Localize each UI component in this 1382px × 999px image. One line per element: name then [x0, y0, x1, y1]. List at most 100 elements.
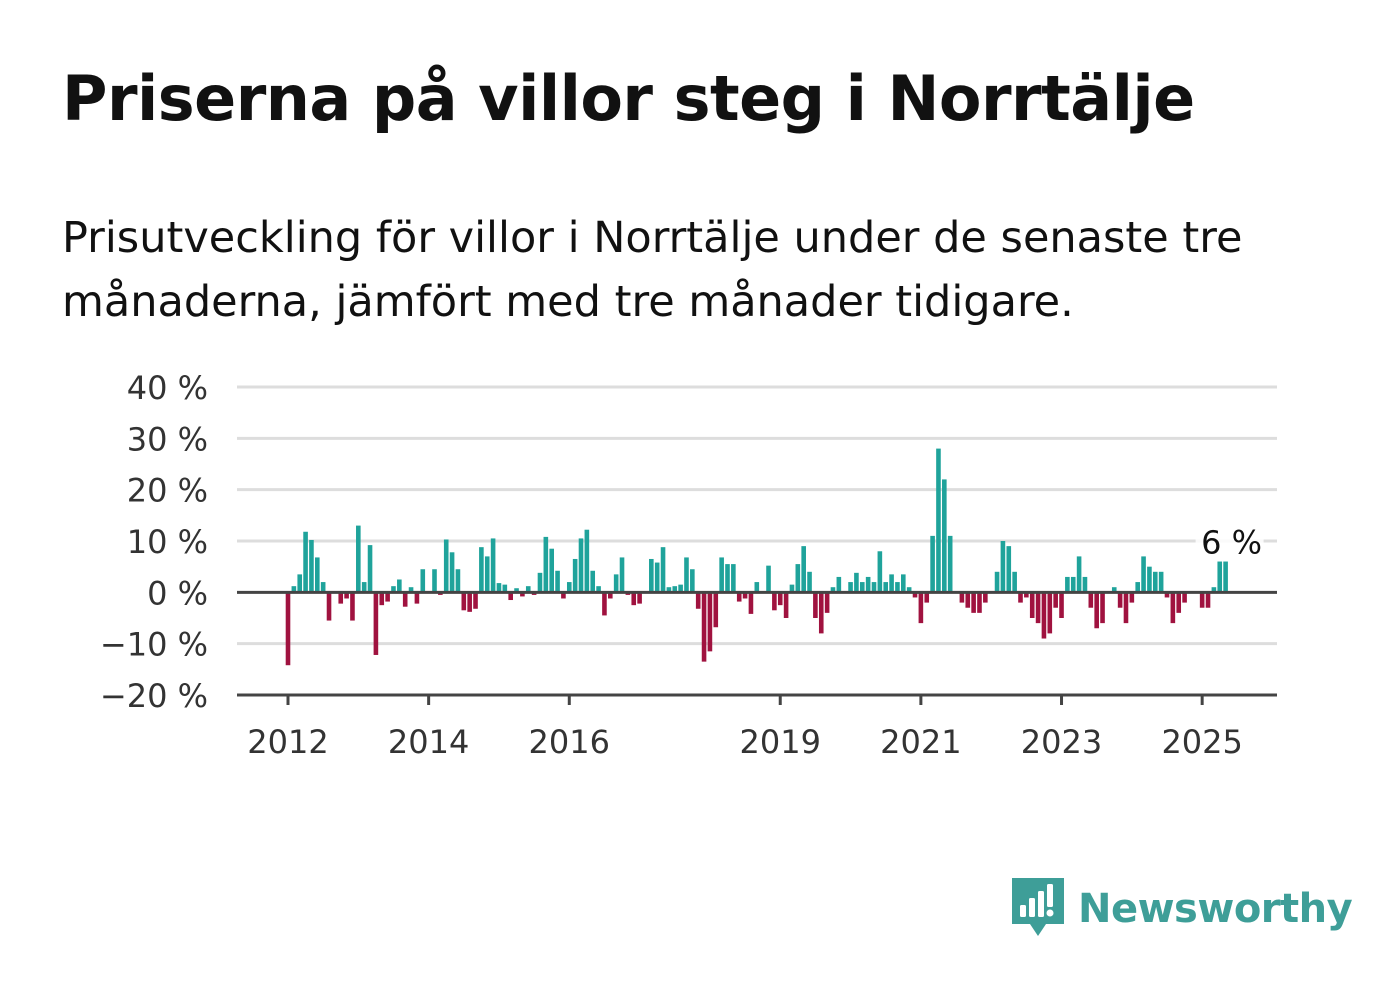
bar — [572, 558, 578, 593]
gridlines — [237, 385, 1277, 646]
bar — [455, 569, 461, 593]
x-tick-label: 2023 — [1021, 723, 1102, 761]
bar — [1047, 592, 1053, 634]
bar — [883, 582, 889, 593]
bar — [731, 564, 736, 593]
bar — [795, 564, 801, 593]
value-label-bg — [1195, 519, 1264, 560]
bar — [994, 571, 1000, 593]
bar — [736, 592, 742, 602]
bar — [1035, 592, 1041, 624]
bar — [824, 592, 830, 613]
bar — [520, 592, 525, 597]
bar — [543, 536, 549, 593]
bar — [777, 592, 783, 606]
bar — [461, 592, 467, 611]
bar — [889, 574, 894, 593]
bar — [356, 525, 361, 593]
bar — [748, 592, 754, 614]
bar — [1012, 571, 1017, 593]
bar — [408, 587, 414, 593]
bar — [1076, 556, 1082, 593]
bar — [420, 569, 426, 593]
x-tick-label: 2025 — [1161, 723, 1242, 761]
bar — [1205, 592, 1211, 608]
chart-subtitle: Prisutveckling för villor i Norrtälje un… — [62, 213, 1243, 327]
bar — [877, 551, 883, 593]
bar — [297, 574, 303, 593]
y-tick-label: 0 % — [147, 574, 208, 612]
bar — [1147, 566, 1152, 593]
bar — [508, 592, 513, 601]
bar — [525, 586, 531, 593]
bar — [1141, 556, 1146, 593]
bar — [983, 592, 988, 603]
bar — [473, 592, 478, 609]
newsworthy-logo: Newsworthy — [1012, 878, 1353, 940]
bar — [801, 546, 806, 593]
bar — [959, 592, 965, 603]
bar — [772, 592, 777, 611]
bar — [320, 582, 326, 593]
bar — [1217, 561, 1223, 593]
bar — [496, 583, 502, 593]
bar-chart: −20 % −10 % 0 % 10 % 20 % 30 % 40 % 2012 2014 201… — [100, 369, 1277, 761]
brand-name: Newsworthy — [1078, 886, 1353, 932]
bar — [1018, 592, 1023, 603]
bar — [414, 592, 420, 604]
bar — [467, 592, 472, 612]
bar — [965, 592, 971, 608]
bar — [848, 582, 853, 593]
bar — [502, 584, 508, 593]
bar — [707, 592, 713, 652]
bar — [906, 587, 912, 593]
bar — [608, 592, 613, 599]
bar — [361, 582, 367, 593]
bar — [1111, 587, 1117, 593]
bar — [561, 592, 566, 599]
bar — [695, 592, 701, 609]
y-tick-label: −10 % — [100, 626, 208, 664]
bar — [783, 592, 789, 618]
bar — [443, 539, 449, 593]
bar — [666, 587, 672, 593]
bar — [754, 582, 760, 593]
bar — [555, 570, 560, 593]
bar — [1164, 592, 1170, 598]
bar — [1024, 592, 1029, 598]
bar — [1135, 582, 1140, 593]
bar — [1182, 592, 1187, 603]
bar — [678, 584, 683, 593]
bar — [818, 592, 824, 634]
bar — [1094, 592, 1099, 629]
bar — [1223, 561, 1228, 593]
bar — [713, 592, 719, 628]
bar — [309, 539, 314, 593]
bar — [1053, 592, 1058, 608]
bar — [350, 592, 355, 621]
bar — [766, 565, 771, 593]
bar — [367, 545, 373, 593]
x-tick-label: 2012 — [247, 723, 328, 761]
x-tick-label: 2019 — [740, 723, 821, 761]
bar — [807, 571, 812, 593]
bar — [1041, 592, 1047, 639]
x-tick-label: 2016 — [529, 723, 610, 761]
bar — [596, 586, 601, 593]
y-tick-label: 10 % — [127, 523, 208, 561]
bar — [854, 572, 859, 593]
bar — [1158, 571, 1164, 593]
bar — [537, 572, 543, 593]
bar — [684, 557, 689, 593]
bar — [719, 557, 724, 593]
bar — [1082, 576, 1088, 593]
bar — [742, 592, 748, 599]
bar — [490, 538, 496, 593]
bar — [326, 592, 332, 621]
bar — [895, 582, 900, 593]
bar — [672, 586, 678, 593]
bar — [1006, 546, 1012, 593]
axes — [237, 590, 1277, 705]
bar — [936, 448, 941, 593]
bar — [859, 582, 865, 593]
